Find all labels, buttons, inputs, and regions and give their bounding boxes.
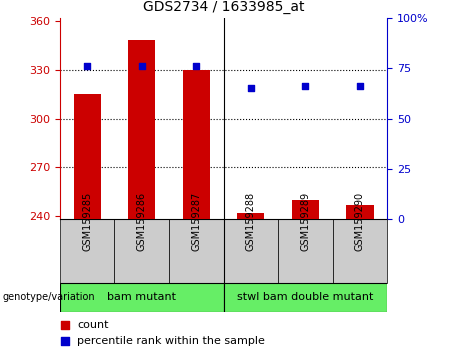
Text: bam mutant: bam mutant [107, 292, 176, 302]
Bar [183, 70, 210, 219]
Text: percentile rank within the sample: percentile rank within the sample [77, 336, 265, 346]
Bar [346, 205, 373, 219]
Title: GDS2734 / 1633985_at: GDS2734 / 1633985_at [143, 0, 304, 14]
Text: stwl bam double mutant: stwl bam double mutant [237, 292, 373, 302]
Point [193, 63, 200, 69]
Bar [114, 219, 169, 283]
Bar [292, 200, 319, 219]
Bar [237, 213, 265, 219]
Point [138, 63, 145, 69]
Point [247, 85, 254, 91]
Bar [74, 94, 101, 219]
Bar [224, 219, 278, 283]
Text: count: count [77, 320, 109, 330]
Bar [60, 283, 224, 312]
Text: GSM159289: GSM159289 [301, 192, 310, 251]
Bar [224, 283, 387, 312]
Point [61, 322, 69, 328]
Point [356, 84, 364, 89]
Bar [60, 219, 114, 283]
Point [83, 63, 91, 69]
Bar [278, 219, 333, 283]
Bar [128, 40, 155, 219]
Bar [333, 219, 387, 283]
Text: genotype/variation: genotype/variation [2, 292, 95, 302]
Point [61, 338, 69, 343]
Text: GSM159287: GSM159287 [191, 192, 201, 251]
Text: GSM159285: GSM159285 [82, 192, 92, 251]
Bar [169, 219, 224, 283]
Point [301, 84, 309, 89]
Text: GSM159286: GSM159286 [137, 192, 147, 251]
Text: GSM159288: GSM159288 [246, 192, 256, 251]
Text: GSM159290: GSM159290 [355, 192, 365, 251]
